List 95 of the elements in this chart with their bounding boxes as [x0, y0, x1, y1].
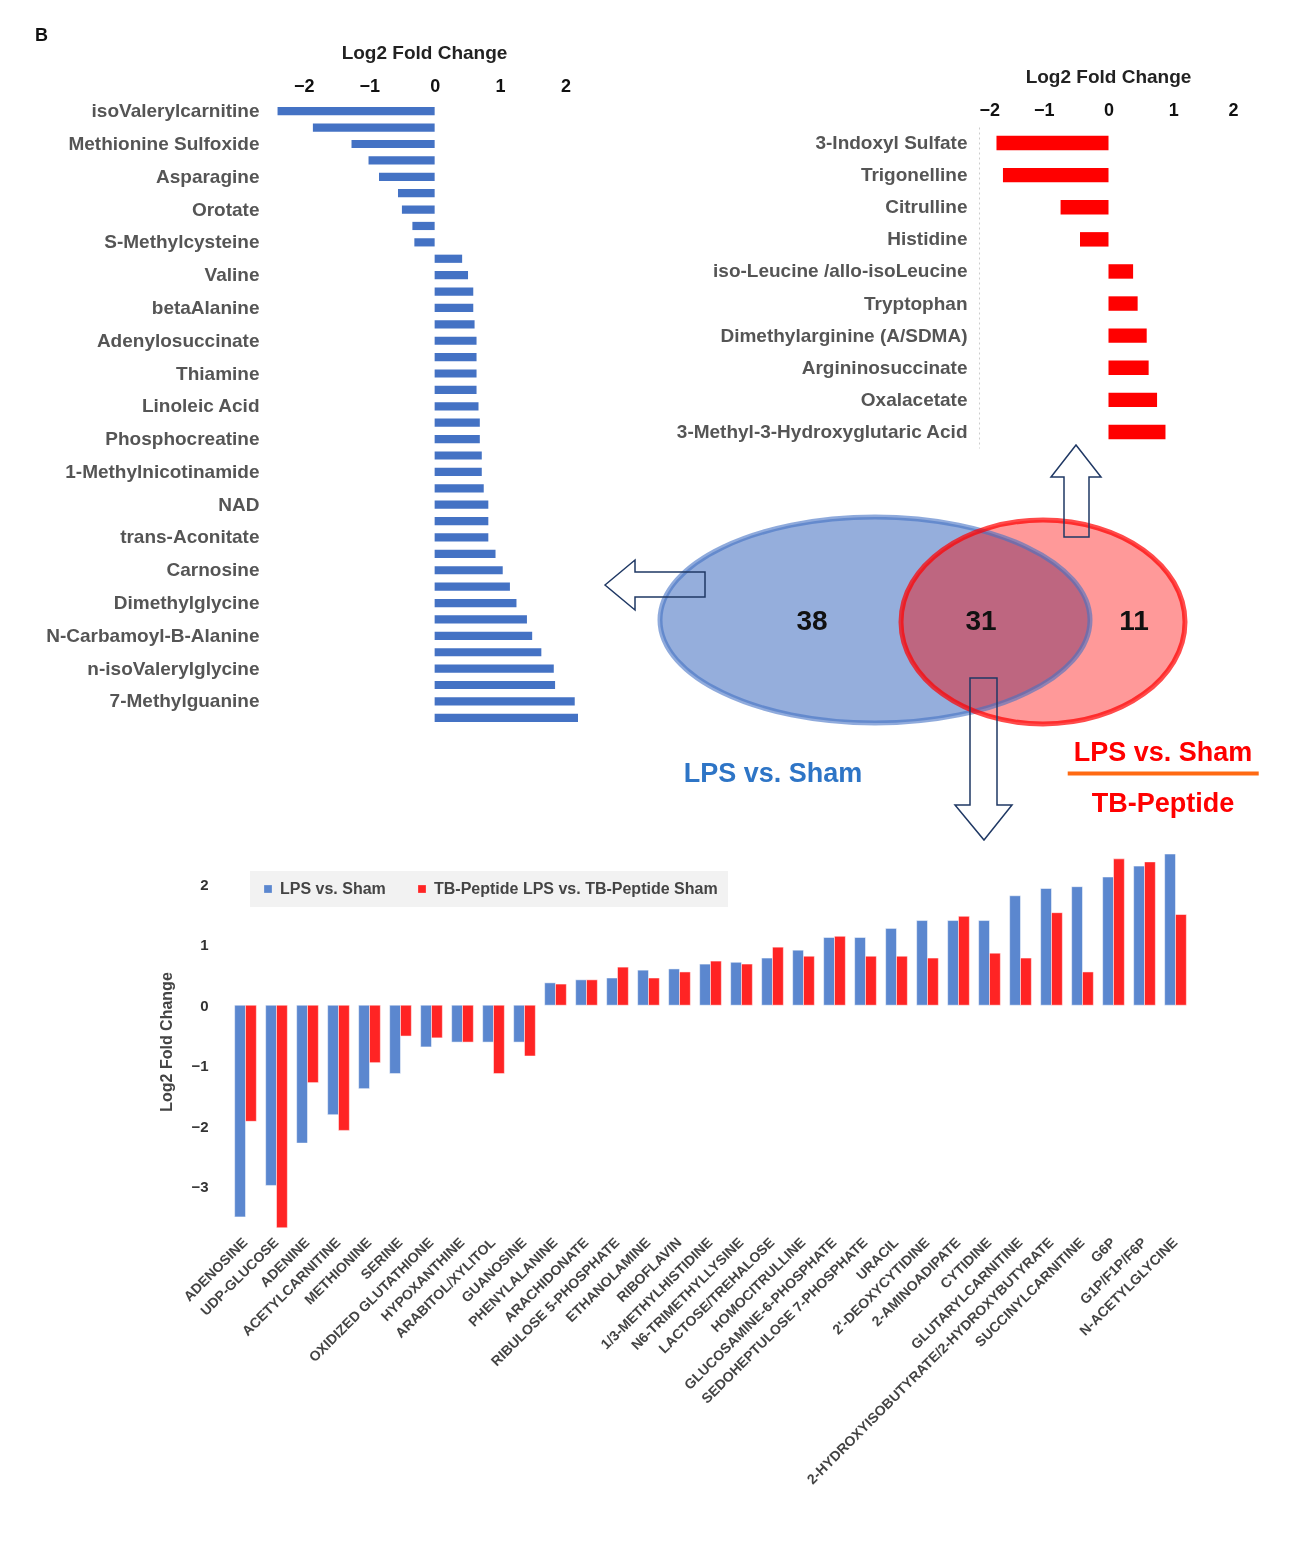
- bar: [434, 615, 527, 624]
- y-tick-label: n-isoValerylglycine: [87, 657, 260, 679]
- y-tick-label: 3-Indoxyl Sulfate: [815, 132, 968, 154]
- y-tick-label: N-Carbamoyl-B-Alanine: [46, 624, 260, 646]
- bar: [434, 484, 484, 493]
- y-tick-label: trans-Aconitate: [120, 526, 260, 548]
- y-tick-label: Valine: [204, 264, 260, 286]
- x-tick-label: 0: [430, 75, 441, 96]
- y-tick-label: Linoleic Acid: [141, 395, 260, 417]
- text: LPS vs. Sham: [1067, 736, 1259, 776]
- x-tick-label: 1: [495, 75, 506, 96]
- bar: [434, 451, 482, 460]
- bar: [434, 549, 496, 558]
- bar: [434, 598, 517, 608]
- data-label: 38: [796, 605, 828, 636]
- bar: [434, 648, 542, 657]
- y-tick-label: Carnosine: [166, 559, 260, 581]
- x-tick-label: 2: [561, 75, 572, 96]
- chart-title: Log2 Fold Change: [1025, 66, 1192, 87]
- data-label: 31: [965, 605, 997, 636]
- bar: [401, 205, 435, 214]
- bar: [434, 697, 575, 706]
- y-tick-label: −1: [191, 1057, 209, 1075]
- bar: [434, 516, 489, 526]
- legend-label: TB-Peptide LPS vs. TB-Peptide Sham: [434, 880, 718, 897]
- y-tick-label: iso-Leucine /allo-isoLeucine: [713, 260, 968, 282]
- y-tick-label: S-Methylcysteine: [104, 231, 260, 253]
- bar: [434, 713, 578, 722]
- y-tick-label: Argininosuccinate: [801, 356, 968, 378]
- bar: [397, 189, 435, 198]
- y-tick-label: Adenylosuccinate: [96, 329, 260, 351]
- bar: [277, 107, 435, 116]
- y-tick-label: Histidine: [887, 228, 968, 250]
- y-tick-label: betaAlanine: [151, 296, 260, 318]
- bar: [434, 303, 474, 313]
- bar: [434, 631, 533, 640]
- x-tick-label: 2: [1228, 99, 1239, 120]
- x-tick-label: 1: [1168, 99, 1179, 120]
- x-tick-label: −1: [1033, 99, 1055, 120]
- bar: [434, 336, 477, 345]
- x-tick-label: −2: [979, 99, 1001, 120]
- y-tick-label: 3-Methyl-3-Hydroxyglutaric Acid: [676, 420, 968, 442]
- y-tick-label: 1: [200, 936, 209, 954]
- bar: [434, 582, 510, 591]
- y-tick-label: Thiamine: [176, 362, 260, 384]
- bar: [434, 402, 479, 411]
- bar: [412, 221, 435, 231]
- y-tick-label: 7-Methylguanine: [109, 690, 260, 712]
- bar: [414, 238, 435, 247]
- bar: [434, 353, 477, 362]
- bar: [434, 664, 554, 673]
- bar: [434, 320, 475, 329]
- y-tick-label: 2: [200, 875, 209, 893]
- legend-label: LPS vs. Sham: [280, 880, 386, 897]
- bar: [434, 271, 469, 280]
- x-tick-label: 0: [1103, 99, 1115, 120]
- y-tick-label: −2: [191, 1117, 209, 1135]
- y-tick-label: Tryptophan: [864, 292, 968, 314]
- bar: [368, 156, 435, 165]
- bar: [351, 139, 435, 149]
- x-tick-label: −2: [293, 75, 315, 96]
- y-tick-label: Asparagine: [156, 165, 260, 187]
- y-tick-label: NAD: [218, 493, 260, 515]
- bar: [434, 434, 480, 444]
- y-axis-title: Log2 Fold Change: [158, 972, 176, 1112]
- y-tick-label: isoValerylcarnitine: [91, 100, 260, 122]
- bar: [434, 500, 489, 509]
- y-tick-label: 0: [200, 996, 209, 1014]
- y-tick-label: 1-Methylnicotinamide: [65, 460, 260, 482]
- bar: [434, 385, 477, 395]
- y-tick-label: Methionine Sulfoxide: [68, 132, 260, 154]
- data-label: 11: [1119, 605, 1149, 636]
- y-tick-label: Dimethylglycine: [113, 592, 260, 614]
- text: B: [35, 25, 48, 46]
- bar: [434, 533, 489, 542]
- y-tick-label: Citrulline: [885, 196, 968, 218]
- y-tick-label: Orotate: [191, 198, 260, 220]
- bar: [312, 123, 435, 132]
- y-tick-label: Trigonelline: [860, 164, 968, 186]
- x-tick-label: −1: [359, 75, 380, 96]
- bar: [434, 369, 477, 378]
- bar: [434, 418, 480, 427]
- bar: [434, 680, 556, 690]
- bar: [434, 467, 482, 476]
- y-tick-label: Phosphocreatine: [105, 428, 260, 450]
- text: LPS vs. Sham: [683, 757, 863, 789]
- bar: [379, 172, 435, 181]
- bar: [434, 287, 474, 296]
- y-tick-label: −3: [191, 1178, 209, 1196]
- bar: [434, 254, 463, 263]
- y-tick-label: Dimethylarginine (A/SDMA): [720, 324, 968, 346]
- bar: [434, 566, 503, 575]
- chart-title: Log2 Fold Change: [341, 42, 508, 63]
- y-tick-label: Oxalacetate: [860, 388, 968, 410]
- text: TB-Peptide: [1091, 787, 1235, 819]
